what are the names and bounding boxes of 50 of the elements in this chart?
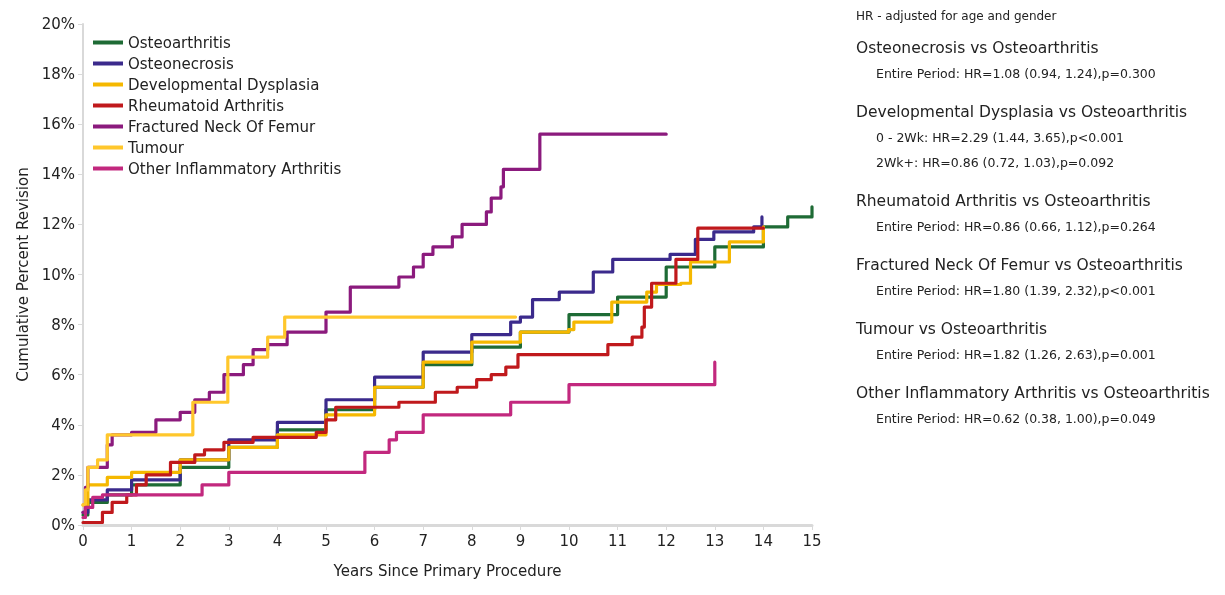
y-tick-label: 12% [41, 215, 75, 234]
x-tick-label: 14 [753, 531, 773, 550]
y-tick-label: 14% [41, 165, 75, 184]
text: Other Inflammatory Arthritis vs Osteoarthritis [856, 384, 1210, 402]
y-tick-label: 0% [51, 516, 75, 534]
text: Fractured Neck Of Femur vs Osteoarthritis [856, 256, 1183, 274]
text: Entire Period: HR=1.82 (1.26, 2.63),p=0.001 [876, 347, 1156, 362]
x-tick-label: 6 [369, 531, 380, 550]
x-tick-label: 11 [608, 531, 628, 550]
text: Developmental Dysplasia vs Osteoarthritis [856, 103, 1188, 121]
x-tick-label: 15 [802, 531, 822, 550]
x-tick-label: 7 [418, 531, 428, 550]
x-tick-label: 9 [515, 531, 526, 550]
text: Osteonecrosis vs Osteoarthritis [856, 39, 1099, 57]
legend-label: Osteoarthritis [128, 33, 232, 52]
x-tick-label: 5 [321, 531, 331, 550]
text: Entire Period: HR=1.08 (0.94, 1.24),p=0.300 [876, 66, 1156, 81]
text: Entire Period: HR=0.86 (0.66, 1.12),p=0.264 [876, 219, 1156, 234]
y-axis-title: Cumulative Percent Revision [14, 167, 33, 382]
text: Entire Period: HR=1.80 (1.39, 2.32),p<0.001 [876, 283, 1156, 298]
text: Entire Period: HR=0.62 (0.38, 1.00),p=0.049 [876, 411, 1156, 426]
legend-label: Fractured Neck Of Femur [128, 117, 317, 136]
x-tick-label: 0 [78, 531, 88, 550]
legend-label: Tumour [127, 138, 185, 157]
y-tick-label: 6% [51, 365, 75, 384]
text: 0 - 2Wk: HR=2.29 (1.44, 3.65),p<0.001 [876, 130, 1125, 145]
x-tick-label: 3 [224, 531, 234, 550]
x-axis-title: Years Since Primary Procedure [332, 561, 562, 580]
x-tick-label: 4 [272, 531, 283, 550]
legend-label: Developmental Dysplasia [128, 75, 320, 94]
y-tick-label: 4% [51, 415, 75, 434]
x-tick-label: 8 [467, 531, 477, 550]
x-tick-label: 12 [656, 531, 676, 550]
y-tick-label: 18% [41, 65, 75, 84]
y-tick-label: 2% [51, 465, 75, 484]
x-tick-label: 2 [175, 531, 185, 550]
x-tick-label: 1 [126, 531, 137, 550]
y-tick-label: 8% [51, 315, 75, 334]
text: HR - adjusted for age and gender [856, 9, 1057, 23]
text: Rheumatoid Arthritis vs Osteoarthritis [856, 192, 1151, 210]
y-tick-label: 20% [41, 15, 75, 33]
text: 2Wk+: HR=0.86 (0.72, 1.03),p=0.092 [876, 155, 1115, 170]
y-tick-label: 10% [41, 265, 75, 284]
legend-label: Osteonecrosis [128, 54, 234, 73]
legend-label: Rheumatoid Arthritis [128, 96, 285, 115]
legend-label: Other Inflammatory Arthritis [128, 159, 342, 178]
y-tick-label: 16% [41, 115, 75, 134]
x-tick-label: 13 [705, 531, 725, 550]
text: Tumour vs Osteoarthritis [855, 320, 1048, 338]
x-tick-label: 10 [559, 531, 579, 550]
